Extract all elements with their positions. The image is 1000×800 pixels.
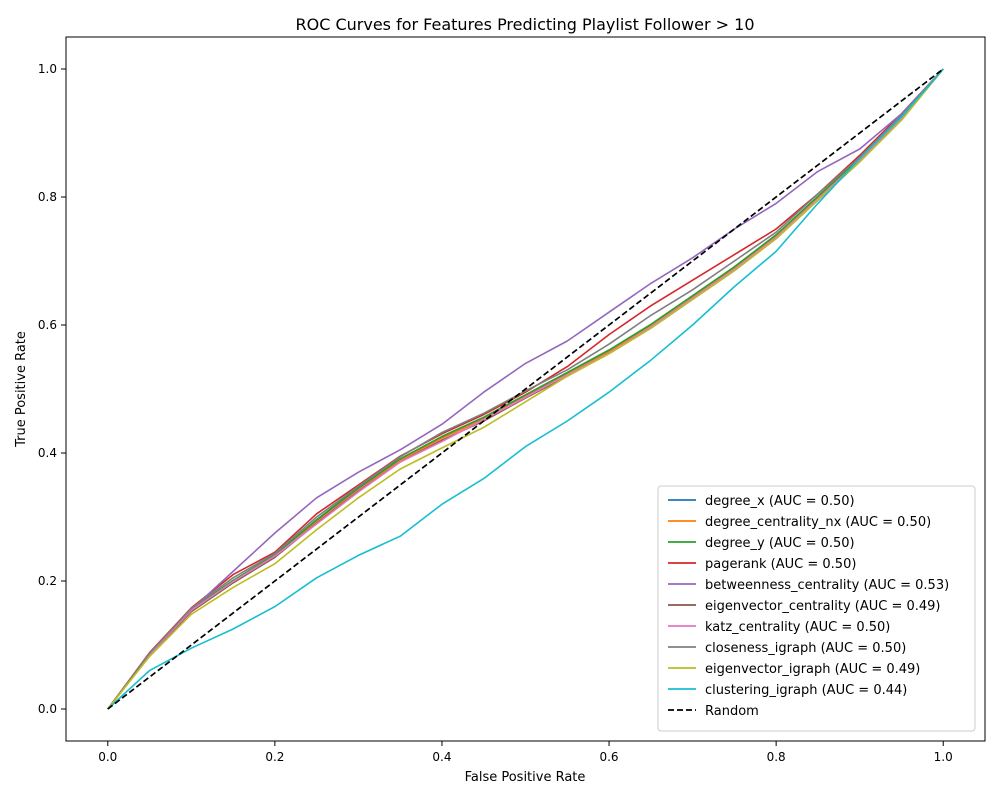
legend-box [657,485,976,732]
y-tick-label: 0.4 [38,446,57,460]
y-tick-label: 0.0 [38,702,57,716]
y-axis: 0.0 0.2 0.4 0.6 0.8 1.0 [38,62,66,716]
legend-entry-10: Random [705,704,759,719]
y-tick-label: 1.0 [38,62,57,76]
x-tick-label: 0.4 [432,750,451,764]
legend-entry-6: katz_centrality (AUC = 0.50) [705,620,890,635]
legend-entry-5: eigenvector_centrality (AUC = 0.49) [705,599,941,614]
x-tick-label: 0.2 [265,750,284,764]
legend-entry-0: degree_x (AUC = 0.50) [705,494,855,509]
legend: degree_x (AUC = 0.50) degree_centrality_n… [657,485,976,732]
legend-entry-9: clustering_igraph (AUC = 0.44) [705,683,907,698]
series-line-9 [107,68,944,710]
x-tick-label: 0.0 [98,750,117,764]
legend-entry-7: closeness_igraph (AUC = 0.50) [705,641,906,656]
series-line-6 [107,68,944,710]
legend-entry-1: degree_centrality_nx (AUC = 0.50) [705,515,931,530]
chart-title: ROC Curves for Features Predicting Playl… [296,15,755,34]
y-axis-label: True Positive Rate [14,331,29,448]
legend-entry-3: pagerank (AUC = 0.50) [705,557,856,572]
x-tick-label: 1.0 [934,750,953,764]
x-axis-label: False Positive Rate [465,770,586,785]
y-tick-label: 0.2 [38,574,57,588]
series-line-7 [107,68,944,710]
y-tick-label: 0.8 [38,190,57,204]
x-tick-label: 0.6 [599,750,618,764]
legend-entry-4: betweenness_centrality (AUC = 0.53) [705,578,949,593]
legend-entry-2: degree_y (AUC = 0.50) [705,536,855,551]
x-tick-label: 0.8 [767,750,786,764]
y-tick-label: 0.6 [38,318,57,332]
series-line-4 [107,68,944,710]
x-axis: 0.0 0.2 0.4 0.6 0.8 1.0 [98,741,953,764]
plot-area-frame [65,36,986,742]
series-line-8 [107,68,944,710]
series-line-10 [107,68,944,710]
legend-entry-8: eigenvector_igraph (AUC = 0.49) [705,662,920,677]
series-layer [107,68,944,710]
series-line-2 [107,68,944,710]
